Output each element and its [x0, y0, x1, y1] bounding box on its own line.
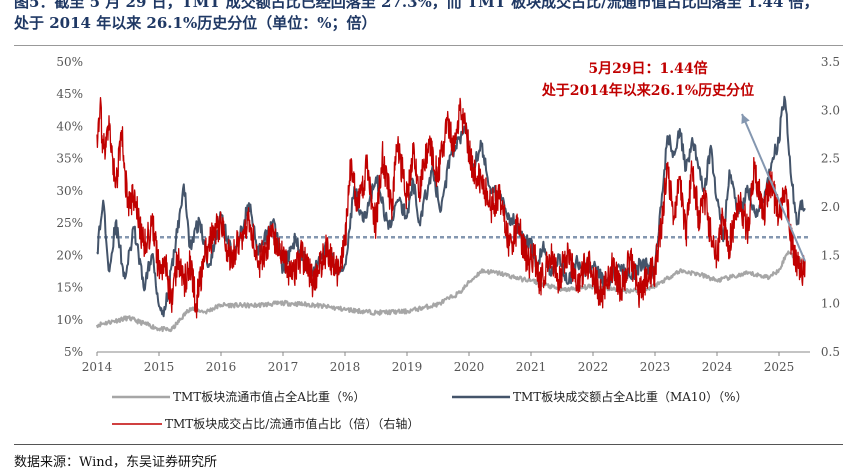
header-divider	[14, 45, 843, 46]
y-right-tick-label: 2.5	[821, 152, 840, 166]
footer-divider	[14, 444, 843, 445]
data-source-note: 数据来源：Wind，东吴证券研究所	[14, 455, 217, 470]
y-left-tick-label: 40%	[56, 119, 83, 133]
y-right-tick-label: 1.0	[821, 297, 840, 311]
y-right-tick-label: 0.5	[821, 345, 840, 359]
y-left-tick-label: 50%	[56, 55, 83, 69]
y-left-tick-label: 15%	[56, 281, 83, 295]
legend-label: TMT板块流通市值占全A比重（%）	[173, 389, 365, 404]
annotation-arrow-shaft	[741, 113, 806, 262]
y-left-tick-label: 35%	[56, 152, 83, 166]
series-market-cap-share-line	[95, 250, 806, 333]
x-tick-label: 2021	[516, 360, 547, 374]
x-tick-label: 2017	[268, 360, 299, 374]
y-right-tick-label: 1.5	[821, 248, 840, 262]
x-tick-label: 2019	[392, 360, 423, 374]
x-tick-label: 2023	[640, 360, 671, 374]
x-tick-label: 2024	[702, 360, 733, 374]
y-left-tick-label: 30%	[56, 184, 83, 198]
x-tick-label: 2020	[454, 360, 485, 374]
annotation-line-1: 5月29日：1.44倍	[588, 60, 707, 77]
chart-subtitle: 处于 2014 年以来 26.1%历史分位（单位：%；倍）	[14, 14, 377, 32]
y-right-tick-label: 2.0	[821, 200, 840, 214]
legend-label: TMT板块成交占比/流通市值占比（倍）（右轴）	[165, 416, 419, 431]
y-left-tick-label: 20%	[56, 248, 83, 262]
y-left-tick-label: 5%	[64, 345, 83, 359]
x-tick-label: 2016	[206, 360, 237, 374]
legend-label: TMT板块成交额占全A比重（MA10）（%）	[513, 389, 748, 404]
x-tick-label: 2025	[764, 360, 795, 374]
y-left-tick-label: 10%	[56, 313, 83, 327]
figure-caption: 图5：截至 5 月 29 日，TMT 成交额占比已经回落至 27.3%，而 TM…	[14, 0, 819, 11]
chart-canvas: 2014 2015 2016 2017 2018 2019 2020 2021 2022 2023…	[56, 55, 840, 431]
series-turnover-cap-ratio-line	[96, 96, 806, 319]
annotation-arrow-head	[741, 114, 750, 124]
x-tick-label: 2018	[330, 360, 361, 374]
y-right-tick-label: 3.5	[821, 55, 840, 69]
x-tick-label: 2014	[82, 360, 113, 374]
y-right-tick-label: 3.0	[821, 103, 840, 117]
x-tick-label: 2015	[144, 360, 175, 374]
y-left-tick-label: 45%	[56, 87, 83, 101]
y-left-tick-label: 25%	[56, 216, 83, 230]
annotation-line-2: 处于2014年以来26.1%历史分位	[541, 82, 754, 99]
x-tick-label: 2022	[578, 360, 609, 374]
series-turnover-share-ma10-line	[96, 95, 806, 318]
